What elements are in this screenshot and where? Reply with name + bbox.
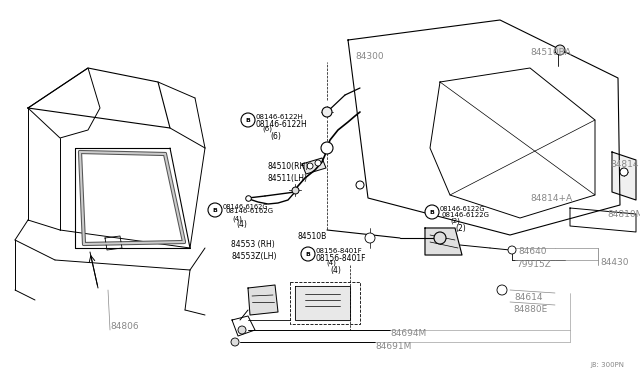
Circle shape <box>555 45 565 55</box>
Circle shape <box>301 247 315 261</box>
Text: B: B <box>212 208 218 212</box>
Text: 84614: 84614 <box>514 293 543 302</box>
Text: (4): (4) <box>330 266 341 275</box>
Circle shape <box>231 338 239 346</box>
Text: (2): (2) <box>455 224 466 233</box>
Text: B: B <box>246 118 250 122</box>
Circle shape <box>241 113 255 127</box>
Text: (4): (4) <box>326 260 336 266</box>
Text: 08156-8401F: 08156-8401F <box>316 248 363 254</box>
Text: 84806: 84806 <box>110 322 139 331</box>
Text: 84814: 84814 <box>610 160 639 169</box>
Text: 08146-6122H: 08146-6122H <box>256 120 308 129</box>
Circle shape <box>365 233 375 243</box>
Text: 84880E: 84880E <box>513 305 547 314</box>
Circle shape <box>238 326 246 334</box>
Circle shape <box>356 181 364 189</box>
Circle shape <box>321 142 333 154</box>
Circle shape <box>508 246 516 254</box>
Text: 79915Z: 79915Z <box>516 260 551 269</box>
Text: 84510BA: 84510BA <box>530 48 571 57</box>
Text: 84694M: 84694M <box>390 329 426 338</box>
Text: 08146-6162G: 08146-6162G <box>225 208 273 214</box>
Text: J8: 300PN: J8: 300PN <box>590 362 624 368</box>
Text: 08146-6122G: 08146-6122G <box>441 212 489 218</box>
Polygon shape <box>612 152 636 200</box>
Circle shape <box>208 203 222 217</box>
Text: B: B <box>305 251 310 257</box>
Polygon shape <box>425 228 462 255</box>
Text: 84553Z(LH): 84553Z(LH) <box>231 252 276 261</box>
Text: 84510B: 84510B <box>298 232 327 241</box>
Text: 08146-6122H: 08146-6122H <box>256 114 304 120</box>
Text: 84430: 84430 <box>600 258 628 267</box>
Text: 84511(LH): 84511(LH) <box>268 174 308 183</box>
Circle shape <box>434 232 446 244</box>
Circle shape <box>315 160 321 166</box>
Circle shape <box>497 285 507 295</box>
Text: 08146-6162G: 08146-6162G <box>223 204 269 210</box>
Circle shape <box>307 163 313 169</box>
Circle shape <box>620 168 628 176</box>
Text: (4): (4) <box>236 220 247 229</box>
Text: 84691M: 84691M <box>375 342 412 351</box>
Text: 84510(RH): 84510(RH) <box>268 162 309 171</box>
Circle shape <box>322 107 332 117</box>
Text: 84300: 84300 <box>355 52 383 61</box>
Text: 84640: 84640 <box>518 247 547 256</box>
Text: (4): (4) <box>232 216 242 222</box>
Polygon shape <box>302 158 326 174</box>
Polygon shape <box>248 285 278 315</box>
Text: 08146-6122G: 08146-6122G <box>440 206 486 212</box>
Text: (6): (6) <box>262 126 272 132</box>
Polygon shape <box>295 286 350 320</box>
Bar <box>290 282 360 324</box>
Text: 84553 (RH): 84553 (RH) <box>231 240 275 249</box>
Text: (6): (6) <box>270 132 281 141</box>
Text: (2): (2) <box>450 218 460 224</box>
Circle shape <box>425 205 439 219</box>
Text: 84810M: 84810M <box>607 210 640 219</box>
Text: B: B <box>429 209 435 215</box>
Text: 08156-8401F: 08156-8401F <box>316 254 367 263</box>
Text: 84814+A: 84814+A <box>530 194 572 203</box>
